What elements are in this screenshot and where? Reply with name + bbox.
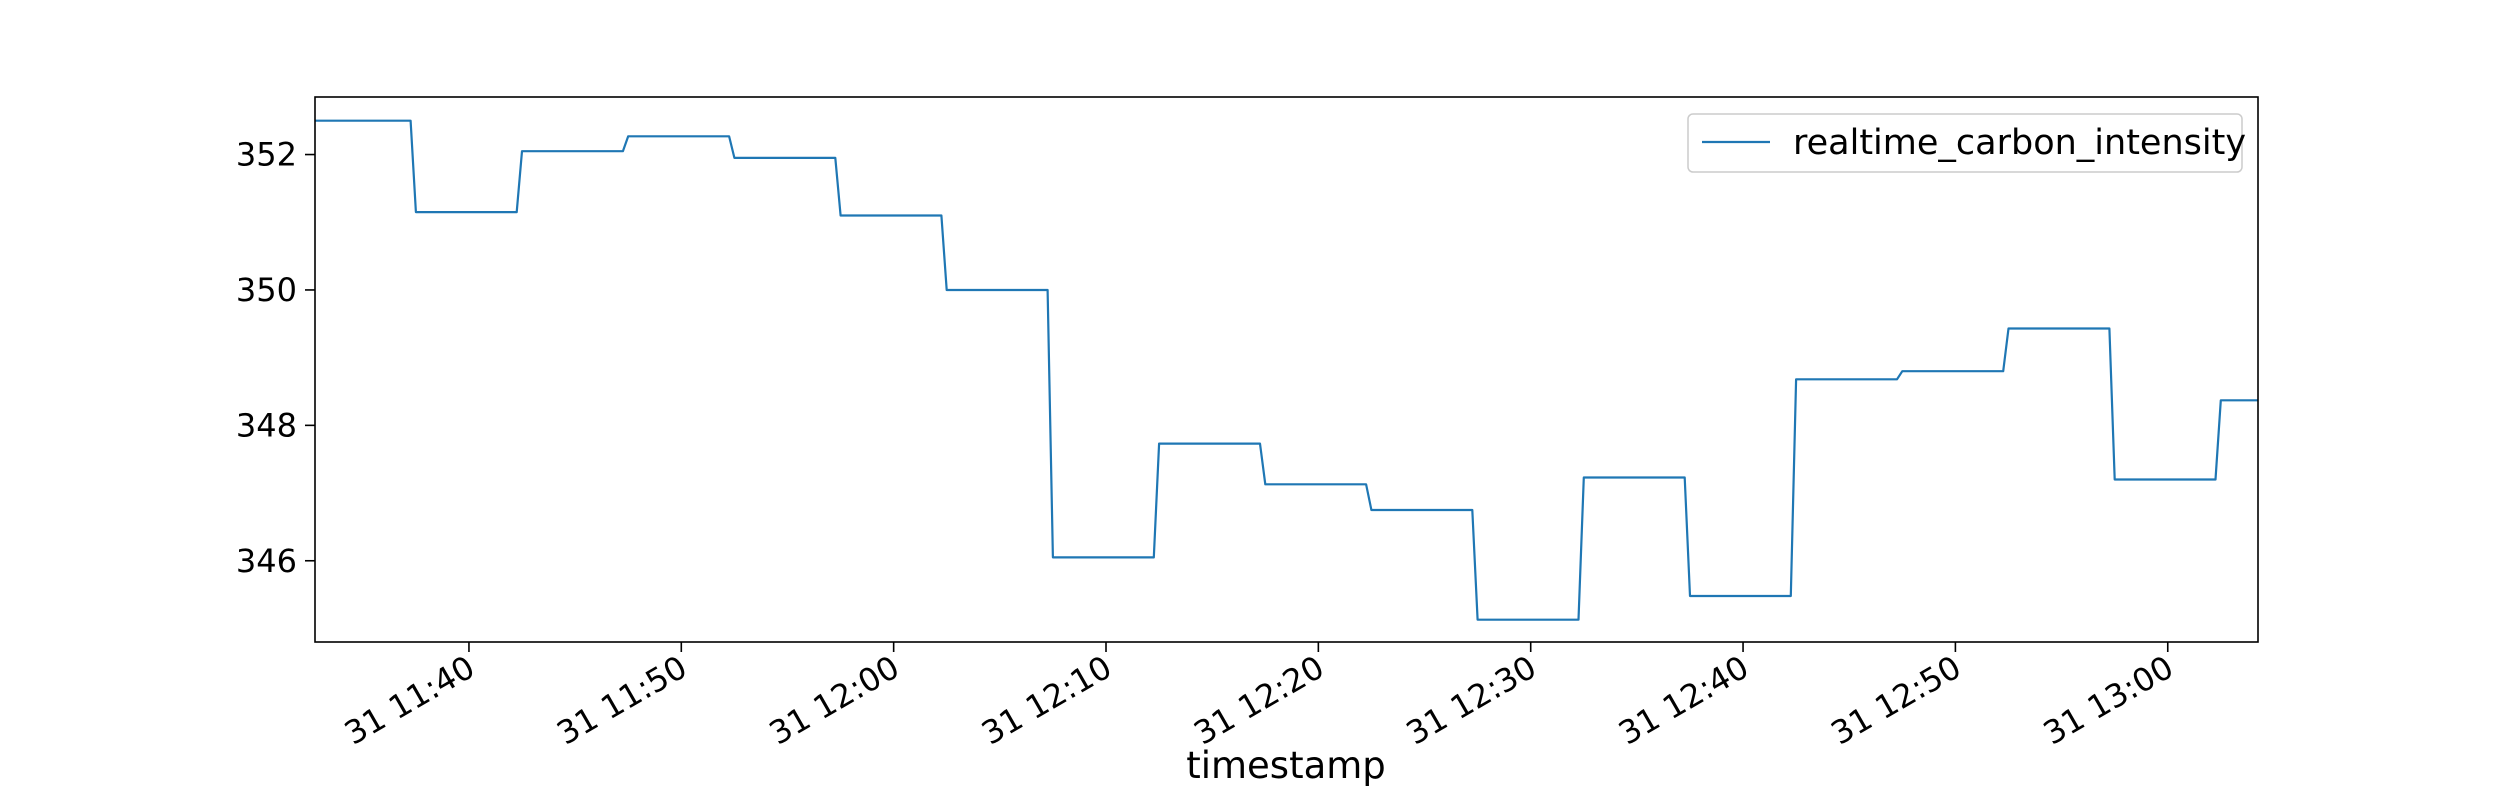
plot-area <box>315 119 2258 621</box>
x-axis: 31 11:40 31 11:50 31 12:00 31 12:10 31 12:20… <box>338 642 2180 752</box>
x-tick-label: 31 12:10 <box>975 648 1118 752</box>
x-tick-label: 31 13:00 <box>2037 648 2180 752</box>
x-axis-title: timestamp <box>1186 744 1386 787</box>
y-tick-label: 346 <box>236 542 297 580</box>
legend-box <box>1687 113 2243 173</box>
x-tick-label: 31 12:40 <box>1612 648 1755 752</box>
x-tick-label: 31 12:20 <box>1187 648 1330 752</box>
series-line-0 <box>315 119 2258 621</box>
legend-label: realtime_carbon_intensity <box>1793 123 2246 163</box>
x-tick-label: 31 12:00 <box>763 648 906 752</box>
x-tick-label: 31 11:40 <box>338 648 481 752</box>
x-tick-label: 31 11:50 <box>550 648 693 752</box>
y-tick-label: 350 <box>236 271 297 309</box>
y-tick-label: 348 <box>236 406 297 444</box>
y-axis: 346 348 350 352 <box>236 136 315 580</box>
legend: realtime_carbon_intensity <box>1687 113 2246 173</box>
axes-frame <box>314 96 2259 643</box>
x-tick-label: 31 12:50 <box>1824 648 1967 752</box>
x-tick-label: 31 12:30 <box>1400 648 1543 752</box>
y-tick-label: 352 <box>236 136 297 174</box>
